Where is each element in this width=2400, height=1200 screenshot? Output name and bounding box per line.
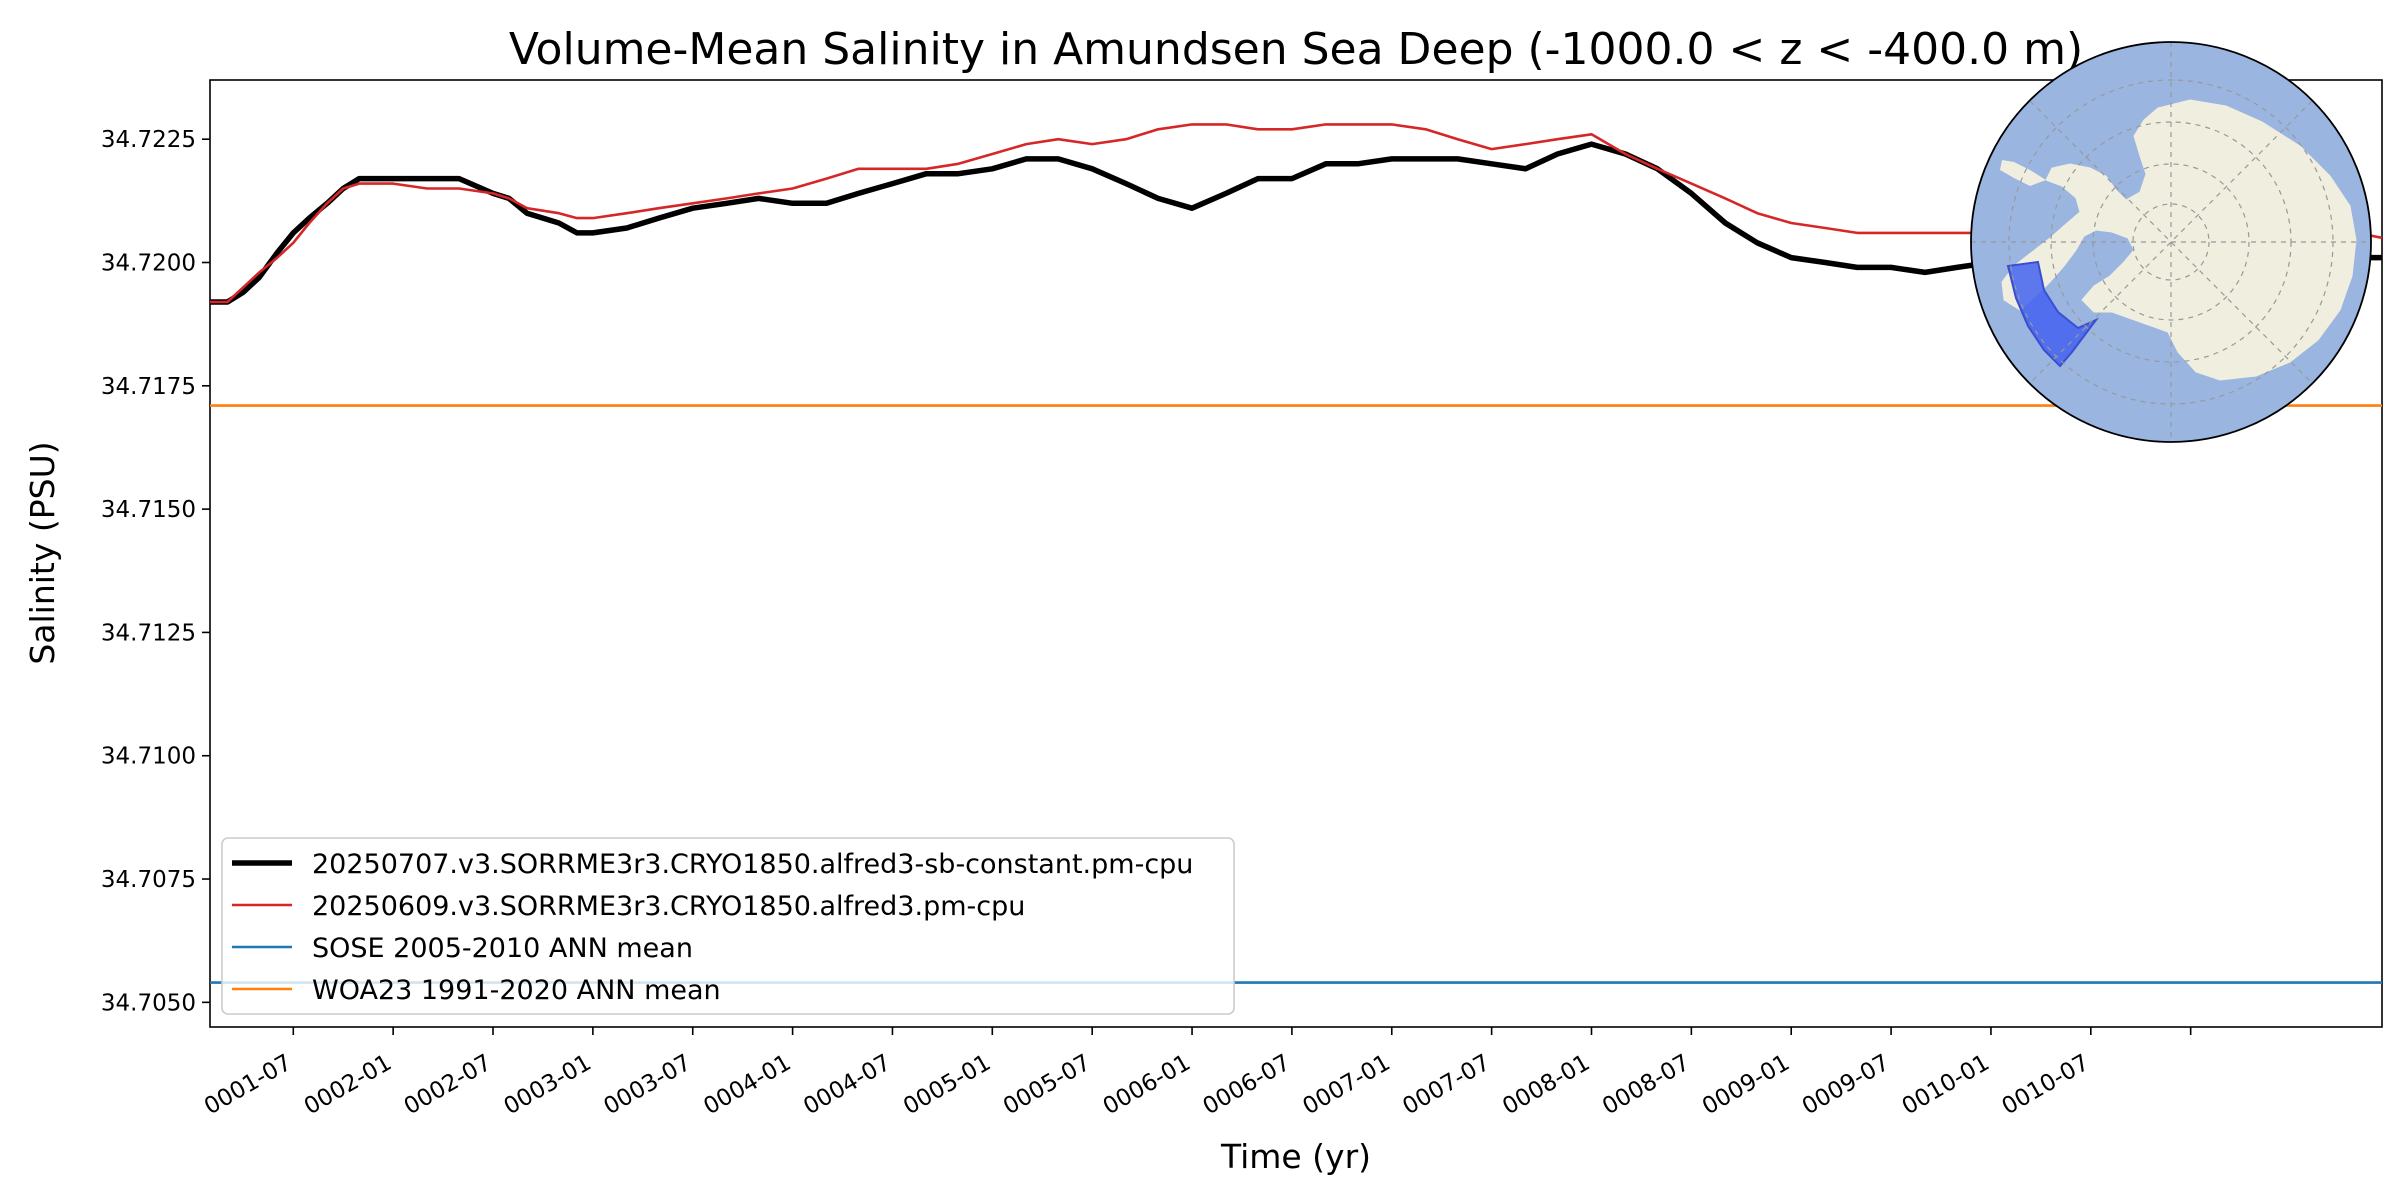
amundsen-region bbox=[2006, 260, 2100, 368]
inset-map bbox=[1970, 41, 2372, 443]
x-axis-label: Time (yr) bbox=[1220, 1137, 1371, 1176]
y-tick-label: 34.7050 bbox=[101, 990, 196, 1016]
x-tick-label: 0004-01 bbox=[699, 1050, 795, 1121]
y-axis: 34.7050 34.7075 34.7100 34.7125 34.7150 34.71… bbox=[101, 127, 210, 1016]
legend-label: 20250707.v3.SORRME3r3.CRYO1850.alfred3-s… bbox=[312, 849, 1193, 880]
x-axis: 0001-07 0002-01 0002-07 0003-01 0003-07 0004-… bbox=[200, 1027, 2192, 1121]
x-tick-label: 0006-07 bbox=[1199, 1050, 1295, 1121]
x-tick-label: 0003-01 bbox=[500, 1050, 596, 1121]
x-tick-label: 0005-01 bbox=[899, 1050, 995, 1121]
x-tick-label: 0006-01 bbox=[1099, 1050, 1195, 1121]
x-tick-label: 0003-07 bbox=[600, 1050, 696, 1121]
y-tick-label: 34.7075 bbox=[101, 867, 196, 893]
legend-box bbox=[221, 837, 1235, 1015]
plot-area-frame bbox=[209, 79, 2383, 1028]
chart-title: Volume-Mean Salinity in Amundsen Sea Dee… bbox=[509, 24, 2083, 75]
x-tick-label: 0010-01 bbox=[1898, 1050, 1994, 1121]
legend: 20250707.v3.SORRME3r3.CRYO1850.alfred3-s… bbox=[221, 837, 1235, 1015]
x-tick-label: 0001-07 bbox=[200, 1050, 296, 1121]
legend-label: 20250609.v3.SORRME3r3.CRYO1850.alfred3.p… bbox=[312, 891, 1025, 922]
y-tick-label: 34.7150 bbox=[101, 497, 196, 523]
x-tick-label: 0009-07 bbox=[1798, 1050, 1894, 1121]
legend-label: WOA23 1991-2020 ANN mean bbox=[312, 975, 721, 1006]
antarctic-peninsula bbox=[2000, 160, 2046, 186]
y-tick-label: 34.7125 bbox=[101, 620, 196, 646]
inset-border bbox=[1970, 41, 2372, 443]
x-tick-label: 0007-01 bbox=[1299, 1050, 1395, 1121]
x-tick-label: 0002-01 bbox=[300, 1050, 396, 1121]
legend-label: SOSE 2005-2010 ANN mean bbox=[312, 933, 693, 964]
y-tick-label: 34.7100 bbox=[101, 744, 196, 770]
x-tick-label: 0004-07 bbox=[799, 1050, 895, 1121]
y-tick-label: 34.7200 bbox=[101, 250, 196, 276]
antarctica-land bbox=[2001, 99, 2357, 381]
x-tick-label: 0009-01 bbox=[1698, 1050, 1794, 1121]
y-tick-label: 34.7175 bbox=[101, 374, 196, 400]
inset-graticule bbox=[1971, 42, 2371, 442]
x-tick-label: 0008-07 bbox=[1598, 1050, 1694, 1121]
x-tick-label: 0008-01 bbox=[1498, 1050, 1594, 1121]
x-tick-label: 0002-07 bbox=[400, 1050, 496, 1121]
y-axis-label: Salinity (PSU) bbox=[23, 441, 62, 664]
x-tick-label: 0010-07 bbox=[1998, 1050, 2094, 1121]
x-tick-label: 0007-07 bbox=[1398, 1050, 1494, 1121]
y-tick-label: 34.7225 bbox=[101, 127, 196, 153]
x-tick-label: 0005-07 bbox=[999, 1050, 1095, 1121]
